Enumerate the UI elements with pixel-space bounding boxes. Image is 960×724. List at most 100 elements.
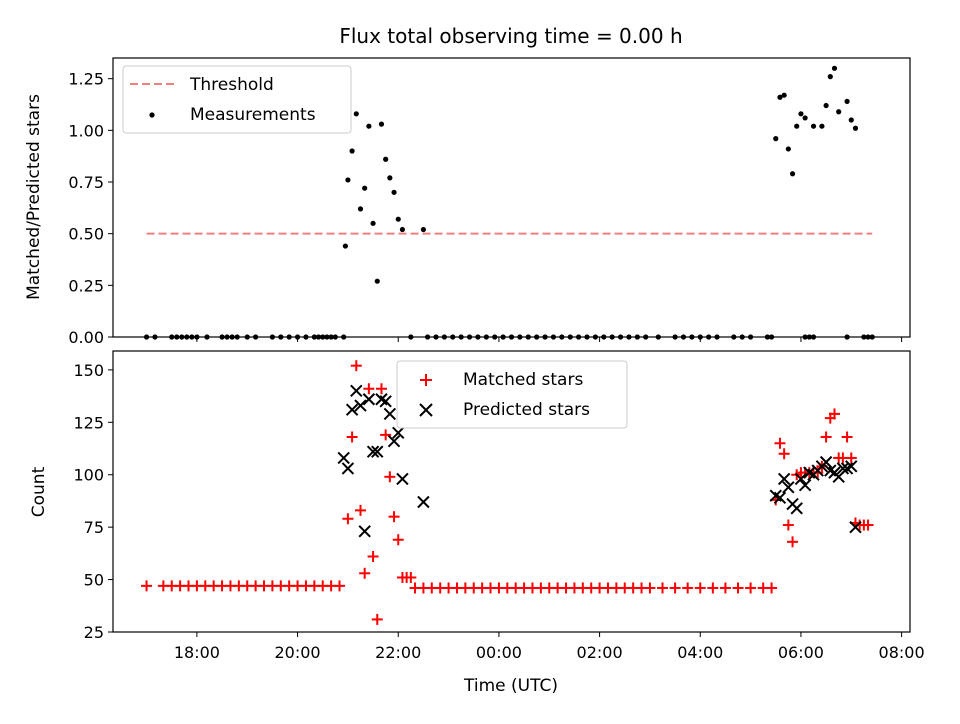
measurement-point xyxy=(370,220,376,226)
measurement-point xyxy=(794,123,800,129)
measurement-point xyxy=(378,121,385,127)
top-x-ticks xyxy=(196,337,903,342)
top-y-tick-label: 0.50 xyxy=(68,225,104,244)
measurement-point xyxy=(387,175,393,181)
measurement-point xyxy=(802,115,808,121)
top-y-axis-label: Matched/Predicted stars xyxy=(24,94,44,300)
legend-threshold-label: Threshold xyxy=(189,75,274,95)
measurement-point xyxy=(781,92,787,98)
bottom-plot-marks xyxy=(141,360,874,625)
matched-star-point xyxy=(774,437,786,449)
matched-star-point xyxy=(657,582,669,594)
x-tick-label: 02:00 xyxy=(577,643,623,662)
bottom-y-tick-label: 125 xyxy=(73,413,104,432)
top-y-ticks: 0.00 0.25 0.50 0.75 1.00 1.25 xyxy=(68,70,113,347)
predicted-star-point xyxy=(417,495,430,509)
predicted-star-point xyxy=(794,472,808,486)
predicted-star-point xyxy=(345,403,359,416)
predicted-star-point xyxy=(387,434,401,448)
predicted-star-point xyxy=(777,472,791,486)
matched-star-point xyxy=(778,448,790,460)
measurement-point xyxy=(366,123,372,129)
predicted-star-point xyxy=(845,460,858,473)
matched-star-point xyxy=(384,471,396,483)
predicted-star-point xyxy=(341,462,355,475)
matched-star-point xyxy=(380,429,392,441)
bottom-y-tick-label: 50 xyxy=(84,571,104,590)
matched-star-point xyxy=(707,582,719,594)
matched-star-point xyxy=(682,582,694,594)
bottom-legend: Matched stars Predicted stars xyxy=(396,360,628,429)
measurement-point xyxy=(844,98,850,104)
matched-star-point xyxy=(694,582,706,594)
predicted-star-point xyxy=(819,455,833,469)
measurement-point xyxy=(848,117,854,123)
matched-star-point xyxy=(766,582,778,594)
measurement-point xyxy=(777,94,783,100)
x-axis-label: Time (UTC) xyxy=(463,676,558,696)
top-panel: 0.00 0.25 0.50 0.75 1.00 1.25 Matched/Predict… xyxy=(24,57,911,347)
legend-predicted-label: Predicted stars xyxy=(463,400,590,420)
matched-star-point xyxy=(845,452,857,464)
matched-star-point xyxy=(354,504,366,516)
predicted-star-point xyxy=(782,481,795,494)
matched-star-point xyxy=(812,467,824,479)
matched-star-point xyxy=(342,513,354,525)
bottom-panel: 25 50 75 100 125 150 18:00 20:00 22:00 00:00 02:0… xyxy=(29,350,925,696)
matched-star-point xyxy=(141,580,153,592)
measurement-point xyxy=(345,177,351,183)
measurement-point xyxy=(383,156,389,162)
matched-star-point xyxy=(787,536,799,548)
predicted-star-point xyxy=(392,426,405,439)
bottom-axes-frame xyxy=(112,350,911,633)
predicted-star-point xyxy=(383,407,397,421)
matched-star-point xyxy=(363,383,375,395)
predicted-star-point xyxy=(396,472,409,486)
measurement-point xyxy=(773,136,779,142)
measurement-point xyxy=(399,226,406,233)
measurement-point xyxy=(831,65,838,71)
predicted-star-point xyxy=(798,479,812,492)
x-tick-label: 18:00 xyxy=(174,643,220,662)
x-tick-label: 00:00 xyxy=(476,643,522,662)
measurement-point xyxy=(342,243,348,249)
bottom-y-tick-label: 150 xyxy=(73,361,104,380)
top-y-tick-label: 0.25 xyxy=(68,276,104,295)
measurement-point xyxy=(852,125,859,131)
matched-star-point xyxy=(405,571,417,583)
bottom-y-ticks: 25 50 75 100 125 150 xyxy=(73,361,113,642)
measurement-point xyxy=(349,148,355,154)
matched-star-point xyxy=(820,431,832,443)
legend-predicted-marker xyxy=(419,403,433,417)
measurement-point xyxy=(836,109,842,115)
measurement-point xyxy=(391,189,397,195)
top-y-tick-label: 0.00 xyxy=(68,328,104,347)
predicted-star-point xyxy=(362,393,376,406)
matched-star-point xyxy=(862,519,874,531)
legend-matched-label: Matched stars xyxy=(463,370,583,390)
measurement-point xyxy=(823,102,829,109)
matched-star-point xyxy=(719,582,731,594)
predicted-star-point xyxy=(773,491,787,504)
measurement-point xyxy=(810,123,817,129)
matched-star-point xyxy=(669,582,681,594)
x-tick-label: 08:00 xyxy=(879,643,925,662)
x-tick-label: 22:00 xyxy=(375,643,421,662)
measurement-point xyxy=(827,74,833,80)
top-y-tick-label: 1.00 xyxy=(68,121,104,140)
matched-star-point xyxy=(367,551,379,563)
measurement-point xyxy=(420,226,427,233)
x-tick-label: 20:00 xyxy=(275,643,321,662)
measurement-point xyxy=(789,171,796,177)
x-tick-label: 04:00 xyxy=(677,643,723,662)
matched-star-point xyxy=(392,534,404,546)
matched-star-point xyxy=(732,582,744,594)
matched-star-point xyxy=(359,567,371,579)
top-axes-frame xyxy=(112,57,911,338)
matched-star-point xyxy=(350,360,362,372)
predicted-star-point xyxy=(790,502,803,515)
matched-star-point xyxy=(745,582,757,594)
bottom-y-axis-label: Count xyxy=(29,466,49,517)
predicted-star-point xyxy=(366,445,380,458)
predicted-star-point xyxy=(849,520,862,534)
